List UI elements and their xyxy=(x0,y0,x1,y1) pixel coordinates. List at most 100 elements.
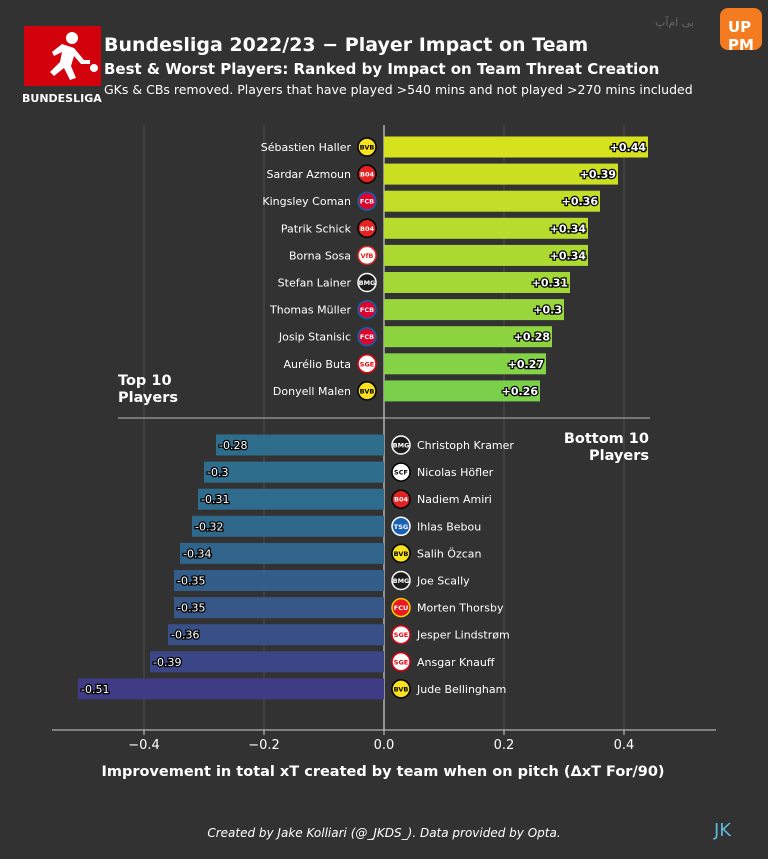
bar-value-label: +0.36 xyxy=(562,195,599,208)
frankfurt-badge-label: SGE xyxy=(360,360,374,368)
bar-top xyxy=(384,272,570,293)
bayern-badge-label: FCB xyxy=(360,198,374,206)
stuttgart-badge-icon xyxy=(357,245,377,266)
dortmund-badge-icon xyxy=(391,679,411,699)
leverkusen-badge-icon xyxy=(357,164,377,184)
dortmund-badge-label: BVB xyxy=(360,144,375,152)
author-signature: JK xyxy=(714,820,732,841)
bar-value-label: +0.39 xyxy=(580,168,616,181)
union-badge-label: FCU xyxy=(394,604,409,612)
dortmund-badge-label: BVB xyxy=(394,550,409,558)
bar-value-label: -0.28 xyxy=(219,439,247,452)
top-group-label: Top 10 xyxy=(118,373,172,389)
frankfurt-badge-icon xyxy=(357,354,377,374)
freiburg-badge-icon xyxy=(391,462,411,482)
player-name: Stefan Lainer xyxy=(278,277,352,290)
bar-value-label: +0.44 xyxy=(610,141,647,154)
gladbach-badge-icon xyxy=(391,570,411,591)
bar-bottom xyxy=(174,597,384,619)
bar-value-label: -0.35 xyxy=(177,602,205,615)
x-tick-label: 0.0 xyxy=(374,738,395,753)
leverkusen-badge-icon xyxy=(391,489,411,509)
bayern-badge-icon xyxy=(357,191,377,211)
hoffenheim-badge-icon xyxy=(391,516,411,537)
player-name: Sardar Azmoun xyxy=(267,168,352,181)
bar-value-label: -0.3 xyxy=(207,466,228,479)
bar-bottom xyxy=(174,570,384,591)
player-name: Christoph Kramer xyxy=(417,439,514,452)
bar-value-label: +0.28 xyxy=(514,331,550,344)
player-silhouette-icon xyxy=(50,32,98,80)
bar-bottom xyxy=(216,434,384,456)
watermark-text: بی ام‌آپ xyxy=(655,16,695,29)
bar-value-label: +0.34 xyxy=(550,222,587,235)
watermark-badge: UP PM xyxy=(720,8,762,54)
bar-bottom xyxy=(180,542,384,564)
gladbach-badge-icon xyxy=(391,435,411,455)
bottom-group-label: Bottom 10 xyxy=(564,431,649,447)
x-tick-label: 0.4 xyxy=(614,738,635,753)
top-group-label: Players xyxy=(118,390,178,406)
player-name: Aurélio Buta xyxy=(284,358,351,371)
bar-top xyxy=(384,217,588,239)
player-name: Morten Thorsby xyxy=(417,602,504,615)
bottom-group-label: Players xyxy=(589,448,649,464)
gladbach-badge-icon xyxy=(357,272,377,293)
player-impact-chart: −0.4 −0.2 0.0 0.2 0.4 +0.44 BVB Sébastien Halle… xyxy=(52,125,716,780)
bar-top xyxy=(384,244,588,266)
bar-value-label: -0.35 xyxy=(177,575,205,588)
leverkusen-badge-label: B04 xyxy=(360,171,374,179)
chart-subtitle: Best & Worst Players: Ranked by Impact o… xyxy=(104,60,660,78)
player-name: Sébastien Haller xyxy=(261,141,352,154)
bar-bottom xyxy=(198,488,384,510)
bayern-badge-label: FCB xyxy=(360,333,374,341)
frankfurt-badge-label: SGE xyxy=(394,631,408,639)
bar-value-label: +0.34 xyxy=(550,249,587,262)
bar-top xyxy=(384,136,648,158)
bar-value-label: -0.31 xyxy=(201,493,229,506)
bar-bottom xyxy=(204,461,384,483)
x-tick-label: −0.2 xyxy=(248,738,280,753)
bar-value-label: -0.32 xyxy=(195,520,223,533)
bar-top xyxy=(384,326,552,348)
bar-bottom xyxy=(168,624,384,646)
player-name: Nicolas Höfler xyxy=(417,466,494,479)
footer-credit: Created by Jake Kolliari (@_JKDS_). Data… xyxy=(207,826,561,840)
hoffenheim-badge-label: TSG xyxy=(394,523,408,531)
bayern-badge-icon xyxy=(357,326,377,347)
bar-value-label: -0.39 xyxy=(153,656,181,669)
player-name: Kingsley Coman xyxy=(262,195,351,208)
player-name: Jesper Lindstrøm xyxy=(416,629,510,642)
frankfurt-badge-icon xyxy=(391,652,411,672)
bar-top xyxy=(384,353,546,375)
stuttgart-badge-label: VfB xyxy=(361,252,374,260)
bayern-badge-icon xyxy=(357,299,377,320)
bayern-badge-label: FCB xyxy=(360,306,374,314)
chart-title: Bundesliga 2022/23 − Player Impact on Te… xyxy=(104,34,589,56)
frankfurt-badge-icon xyxy=(391,624,411,645)
gladbach-badge-label: BMG xyxy=(359,279,376,287)
player-name: Borna Sosa xyxy=(289,249,351,262)
player-name: Patrik Schick xyxy=(281,222,352,235)
player-name: Josip Stanisic xyxy=(278,331,351,344)
player-name: Ansgar Knauff xyxy=(417,656,495,669)
watermark-badge-label: UP PM xyxy=(728,18,754,54)
gladbach-badge-label: BMG xyxy=(393,577,410,585)
player-name: Donyell Malen xyxy=(273,385,351,398)
bundesliga-wordmark: BUNDESLIGA xyxy=(22,92,102,105)
bar-top xyxy=(384,380,540,402)
bar-value-label: +0.31 xyxy=(532,277,568,290)
dortmund-badge-label: BVB xyxy=(394,685,409,693)
union-badge-icon xyxy=(391,597,411,618)
player-name: Thomas Müller xyxy=(269,304,351,317)
gladbach-badge-label: BMG xyxy=(393,442,410,450)
x-axis-label: Improvement in total xT created by team … xyxy=(101,764,664,780)
bar-value-label: +0.27 xyxy=(508,358,544,371)
bar-value-label: -0.51 xyxy=(81,683,109,696)
player-name: Nadiem Amiri xyxy=(417,493,492,506)
bar-bottom xyxy=(150,651,384,673)
bar-bottom xyxy=(192,515,384,537)
player-name: Joe Scally xyxy=(416,575,470,588)
player-name: Jude Bellingham xyxy=(416,683,506,696)
bar-value-label: -0.36 xyxy=(171,629,199,642)
